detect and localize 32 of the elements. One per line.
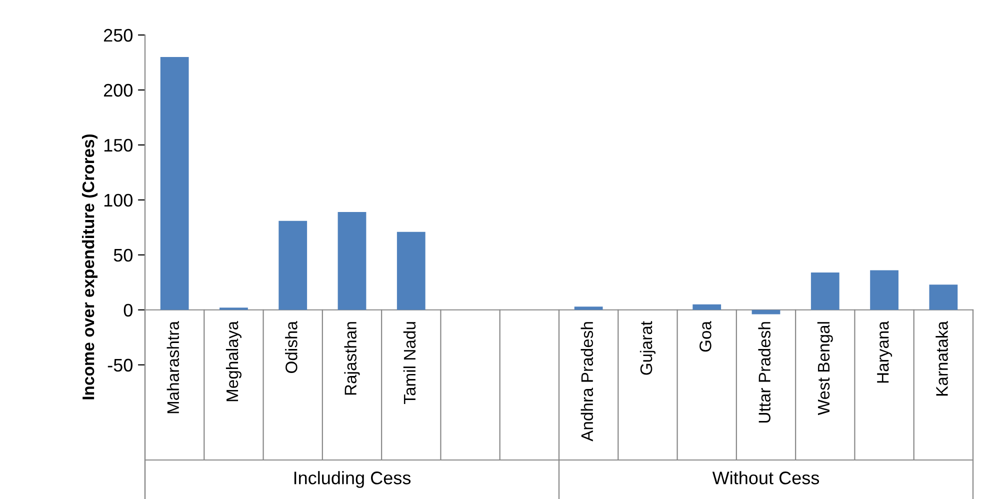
x-tick-label: Tamil Nadu [403, 322, 416, 404]
bar [338, 212, 366, 310]
bar [870, 270, 898, 310]
bar [810, 272, 840, 310]
y-axis-title: Income over expenditure (Crores) [82, 134, 98, 400]
bar [396, 232, 426, 310]
y-tick-label: 50 [114, 248, 132, 262]
bar [929, 284, 958, 310]
x-tick-label: Andhra Pradesh [580, 322, 594, 442]
y-tick-label: 150 [104, 138, 132, 152]
x-tick-label: Meghalaya [226, 320, 242, 402]
x-tick-label: Odisha [285, 320, 298, 374]
bar [160, 56, 189, 310]
bar [692, 304, 722, 310]
x-tick-label: West Bengal [817, 322, 833, 416]
x-tick-label: Rajasthan [344, 322, 360, 395]
x-tick-label: Maharashtra [166, 320, 180, 414]
y-tick-label: 0 [124, 304, 132, 317]
x-tick-label: Gujarat [640, 321, 656, 375]
y-tick-label: 100 [104, 194, 132, 207]
y-tick-label: 200 [104, 84, 132, 97]
y-tick-label: 250 [104, 28, 132, 42]
x-tick-label: Haryana [877, 320, 892, 383]
annotation: Including Cess [294, 471, 411, 488]
bar [752, 310, 780, 314]
x-tick-label: Karnataka [936, 320, 948, 396]
x-tick-label: Uttar Pradesh [758, 322, 770, 423]
bar [278, 220, 308, 310]
x-tick-label: Goa [700, 320, 712, 352]
bar [574, 306, 603, 310]
y-tick-label: -50 [108, 358, 132, 372]
annotation: Without Cess [712, 471, 820, 484]
